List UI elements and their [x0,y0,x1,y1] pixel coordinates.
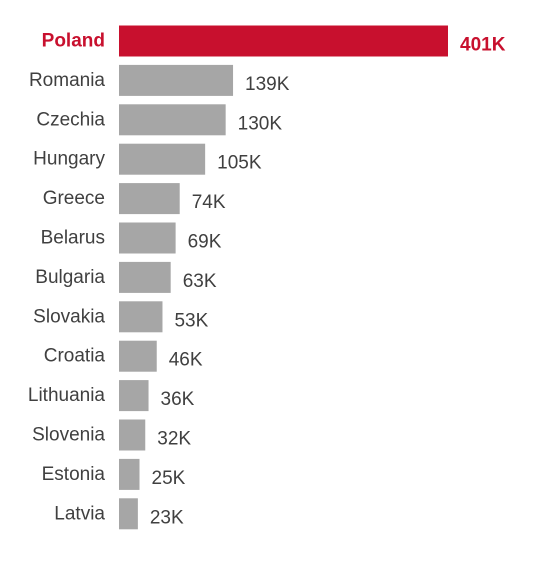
bar-bulgaria [119,261,171,293]
value-label-greece: 74K [192,192,226,213]
category-label-hungary: Hungary [33,149,105,170]
bar-slovakia [119,301,163,333]
value-label-bulgaria: 63K [183,271,217,292]
category-label-estonia: Estonia [42,464,106,485]
category-label-romania: Romania [29,70,105,91]
value-label-latvia: 23K [150,507,184,528]
category-label-slovenia: Slovenia [32,425,105,446]
value-label-romania: 139K [245,74,290,95]
value-label-slovenia: 32K [157,429,191,450]
bar-lithuania [119,380,149,412]
bar-latvia [119,498,138,530]
bar-slovenia [119,419,146,451]
value-label-lithuania: 36K [161,389,195,410]
bar-poland [119,25,448,57]
bar-croatia [119,340,157,372]
bar-belarus [119,222,176,254]
bar-estonia [119,458,140,490]
bar-romania [119,64,234,96]
value-label-estonia: 25K [152,468,186,489]
bar-greece [119,183,180,215]
bar-hungary [119,143,206,175]
bar-czechia [119,104,226,136]
category-label-lithuania: Lithuania [28,385,106,406]
category-label-croatia: Croatia [44,346,106,367]
category-label-latvia: Latvia [54,503,105,524]
category-label-greece: Greece [43,188,105,209]
value-label-hungary: 105K [217,153,262,174]
category-label-czechia: Czechia [36,109,105,130]
category-label-poland: Poland [42,31,105,52]
category-label-bulgaria: Bulgaria [35,267,105,288]
value-label-slovakia: 53K [174,310,208,331]
value-label-croatia: 46K [169,350,203,371]
value-label-poland: 401K [460,35,506,56]
category-label-slovakia: Slovakia [33,306,105,327]
value-label-belarus: 69K [188,232,222,253]
value-label-czechia: 130K [238,113,283,134]
category-label-belarus: Belarus [41,228,105,249]
